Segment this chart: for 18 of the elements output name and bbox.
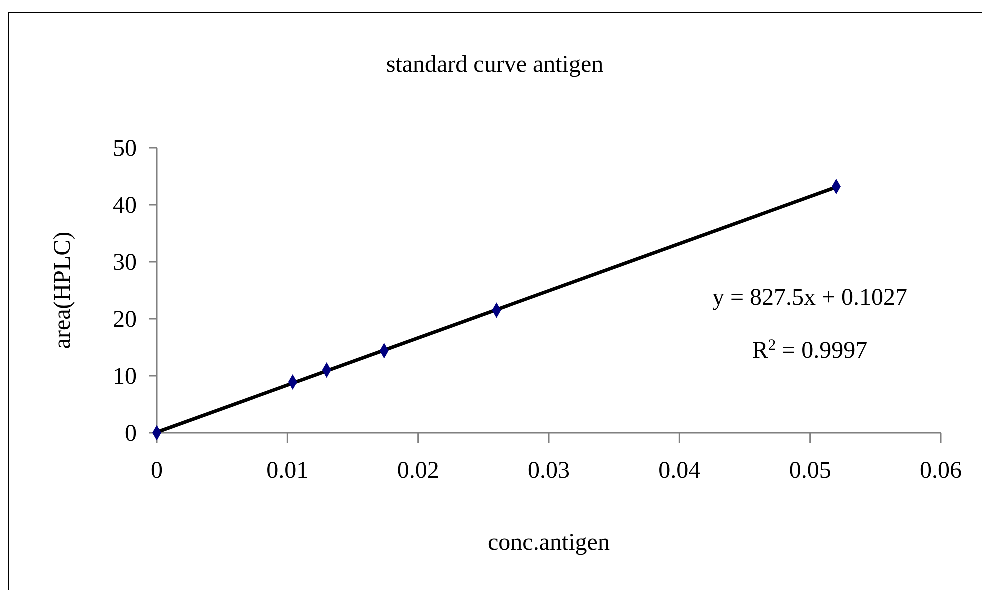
x-tick-label: 0 [151,458,163,484]
y-axis-title: area(HPLC) [50,232,76,350]
y-tick-label: 40 [113,193,137,219]
x-tick-label: 0.03 [528,458,570,484]
x-tick-label: 0.02 [397,458,440,484]
x-axis-title: conc.antigen [488,530,610,556]
y-tick-label: 20 [113,307,137,333]
y-tick-label: 50 [113,136,137,162]
chart-title: standard curve antigen [386,52,604,78]
y-tick-label: 10 [113,364,137,390]
x-tick-label: 0.06 [920,458,962,484]
annotation: y = 827.5x + 0.1027 [712,285,908,311]
x-tick-label: 0.05 [789,458,832,484]
annotation: R$^{2}$ = 0.9997 [752,336,868,364]
x-tick-label: 0.04 [658,458,701,484]
x-tick-label: 0.01 [266,458,309,484]
y-tick-label: 0 [125,421,137,447]
y-tick-label: 30 [113,250,137,276]
